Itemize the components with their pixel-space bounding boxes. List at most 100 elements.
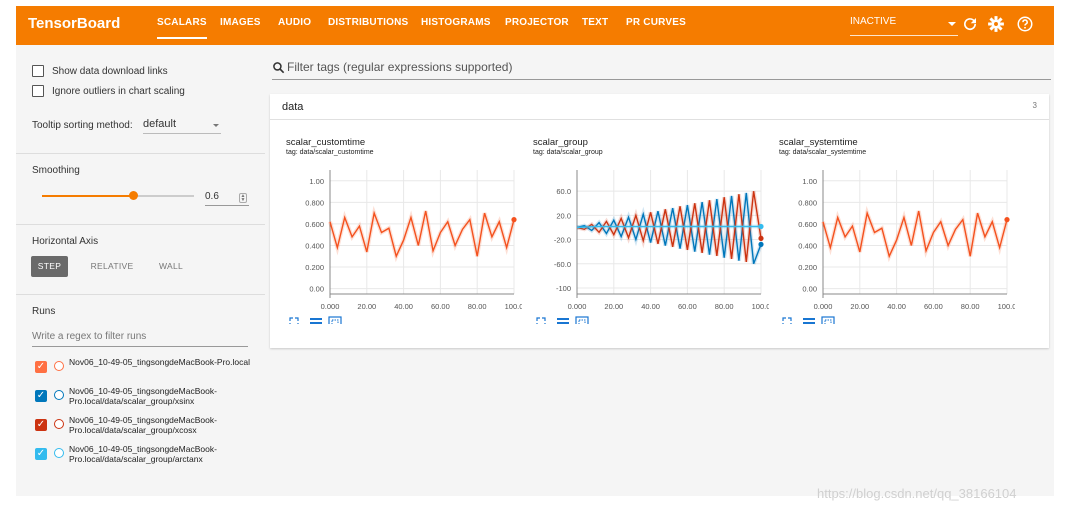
fit-inner [824,319,832,324]
run-name: Nov06_10-49-05_tingsongdeMacBook-Pro.loc… [69,386,217,406]
watermark: https://blog.csdn.net/qq_38166104 [817,486,1017,501]
expand-corner [289,323,291,324]
series-endpoint [758,223,764,230]
series-endpoint [758,241,764,247]
x-tick-label: 0.000 [568,302,587,311]
y-tick-label: -100 [556,284,571,293]
run-radio[interactable] [54,390,64,400]
tag-filter-input[interactable]: Filter tags (regular expressions support… [272,59,1051,80]
axis-wall-button[interactable]: WALL [158,261,184,271]
y-tick-label: 1.00 [802,177,817,186]
smoothing-value-input[interactable]: 0.6 ▲ ▼ [205,189,249,206]
expand-corner [542,317,546,321]
fit-domain-icon[interactable] [328,316,342,324]
toggle-log-scale-icon[interactable] [557,318,569,324]
smoothing-label: Smoothing [32,165,80,176]
tab-pr-curves[interactable]: PR CURVES [626,17,686,28]
axis-step-button[interactable]: STEP [31,256,68,277]
x-tick-label: 20.00 [604,302,623,311]
x-tick-label: 40.00 [641,302,660,311]
expand-corner [782,317,786,321]
menu-bar [803,322,815,324]
ignore-outliers-checkbox[interactable] [32,85,44,97]
run-item[interactable]: ✓ Nov06_10-49-05_tingsongdeMacBook-Pro.l… [32,444,262,471]
scalar-systemtime-chart[interactable]: 0.00 0.200 0.400 0.600 0.800 1.00 0.000 20.00 40… [775,162,1015,324]
settings-icon[interactable] [987,15,1005,33]
tooltip-sorting-select[interactable]: default [143,117,221,134]
smoothing-slider-thumb[interactable] [129,191,139,200]
divider [16,294,265,295]
x-tick-label: 0.000 [814,302,833,311]
y-tick-label: 1.00 [309,177,324,186]
tag-group-header[interactable]: data 3 [270,94,1049,120]
run-checkbox[interactable]: ✓ [35,390,47,402]
show-download-links-checkbox[interactable] [32,65,44,77]
tab-distributions[interactable]: DISTRIBUTIONS [328,17,409,28]
smoothing-slider[interactable] [42,191,194,200]
expand-corner [536,317,540,321]
fit-domain-icon[interactable] [575,316,589,324]
fit-inner [578,319,586,324]
expand-corner [790,323,792,324]
chart-title: scalar_customtime [286,137,366,148]
chart-title: scalar_group [533,137,588,148]
scalar-customtime-chart[interactable]: 0.00 0.200 0.400 0.600 0.800 1.00 0.000 20.00 40… [282,162,522,324]
ignore-outliers-option[interactable]: Ignore outliers in chart scaling [32,85,185,97]
toggle-log-scale-icon[interactable] [803,318,815,324]
tooltip-sorting-value: default [143,118,177,130]
run-item[interactable]: ✓ Nov06_10-49-05_tingsongdeMacBook-Pro.l… [32,415,262,442]
x-tick-label: 60.00 [431,302,450,311]
run-name: Nov06_10-49-05_tingsongdeMacBook-Pro.loc… [69,357,250,367]
run-checkbox[interactable]: ✓ [35,419,47,431]
spinner-icon[interactable]: ▲ ▼ [239,193,247,203]
sidebar: Show data download links Ignore outliers… [16,45,265,496]
x-tick-label: 40.00 [887,302,906,311]
chevron-down-icon [948,22,956,26]
chart-tag: tag: data/scalar_group [533,149,603,156]
tab-projector[interactable]: PROJECTOR [505,17,569,28]
tab-scalars[interactable]: SCALARS [157,17,207,39]
refresh-icon[interactable] [961,15,979,33]
menu-bar [310,322,322,324]
ignore-outliers-label: Ignore outliers in chart scaling [52,85,185,97]
run-mode-select[interactable]: INACTIVE [850,13,958,36]
run-checkbox[interactable]: ✓ [35,361,47,373]
expand-corner [295,317,299,321]
runs-filter-placeholder: Write a regex to filter runs [32,331,147,342]
smoothing-value: 0.6 [205,191,219,202]
run-checkbox[interactable]: ✓ [35,448,47,460]
divider [16,153,265,154]
scalar-group-chart[interactable]: -100 -60.0 -20.0 20.0 60.0 0.000 20.00 40.00 60.… [529,162,769,324]
expand-corner [788,317,792,321]
runs-filter-input[interactable]: Write a regex to filter runs [32,328,248,347]
run-radio[interactable] [54,419,64,429]
chart-title: scalar_systemtime [779,137,858,148]
y-tick-label: 0.800 [798,198,817,207]
series-line [329,210,515,259]
expand-chart-icon[interactable] [289,317,299,324]
tensorboard-app: TensorBoard SCALARS IMAGES AUDIO DISTRIB… [16,6,1054,496]
fit-frame [575,316,589,324]
toggle-log-scale-icon[interactable] [310,318,322,324]
tab-audio[interactable]: AUDIO [278,17,312,28]
series-endpoint [1004,217,1010,223]
chart-tag: tag: data/scalar_customtime [286,149,374,156]
run-radio[interactable] [54,361,64,371]
x-tick-label: 80.00 [715,302,734,311]
tab-images[interactable]: IMAGES [220,17,261,28]
expand-chart-icon[interactable] [782,317,792,324]
y-tick-label: 0.400 [305,241,324,250]
fit-domain-icon[interactable] [821,316,835,324]
show-download-links-label: Show data download links [52,65,168,77]
y-tick-label: 0.400 [798,241,817,250]
run-radio[interactable] [54,448,64,458]
expand-chart-icon[interactable] [536,317,546,324]
tab-histograms[interactable]: HISTOGRAMS [421,17,491,28]
run-item[interactable]: ✓ Nov06_10-49-05_tingsongdeMacBook-Pro.l… [32,357,262,384]
x-tick-label: 100.0 [998,302,1015,311]
help-icon[interactable] [1016,15,1034,33]
tab-text[interactable]: TEXT [582,17,609,28]
run-item[interactable]: ✓ Nov06_10-49-05_tingsongdeMacBook-Pro.l… [32,386,262,413]
show-download-links-option[interactable]: Show data download links [32,65,168,77]
axis-relative-button[interactable]: RELATIVE [90,261,134,271]
